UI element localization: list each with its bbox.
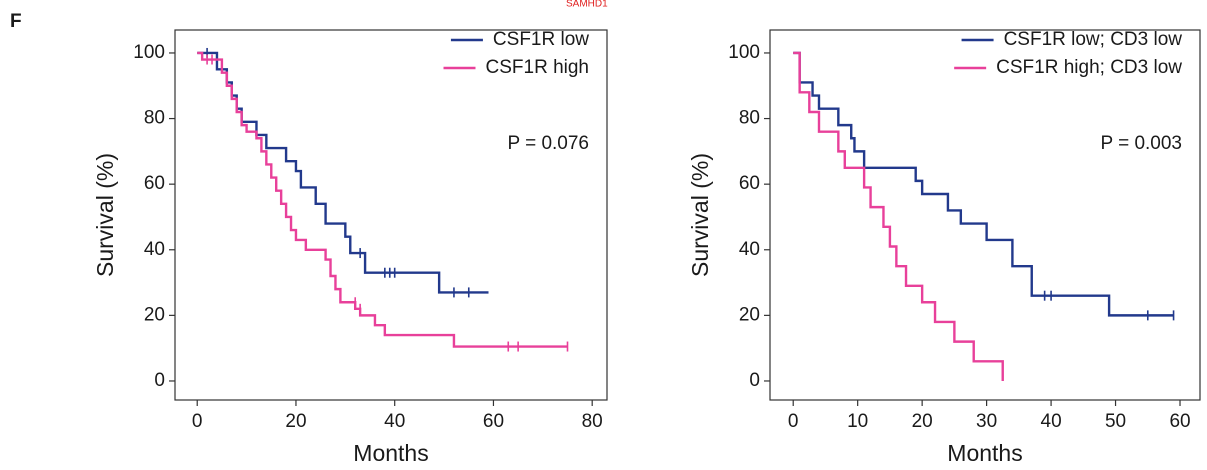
x-axis-label: Months	[947, 440, 1022, 466]
y-tick-label: 60	[144, 173, 165, 194]
y-tick-label: 20	[144, 304, 165, 325]
y-tick-label: 20	[739, 304, 760, 325]
x-tick-label: 0	[192, 411, 203, 432]
cropped-text: SAMHD1	[566, 0, 608, 10]
annotation: P = 0.003	[1100, 133, 1182, 154]
x-tick-label: 60	[483, 411, 504, 432]
annotation: P = 0.076	[507, 133, 589, 154]
x-tick-label: 80	[582, 411, 603, 432]
y-tick-label: 60	[739, 173, 760, 194]
y-tick-label: 80	[739, 108, 760, 129]
x-axis-label: Months	[353, 440, 428, 466]
x-tick-label: 20	[912, 411, 933, 432]
y-tick-label: 100	[133, 42, 165, 63]
y-tick-label: 80	[144, 108, 165, 129]
x-tick-label: 40	[384, 411, 405, 432]
y-tick-label: 40	[144, 239, 165, 260]
x-tick-label: 40	[1041, 411, 1062, 432]
y-axis-label: Survival (%)	[687, 153, 713, 277]
y-axis-label: Survival (%)	[92, 153, 118, 277]
x-tick-label: 0	[788, 411, 799, 432]
panel-label: F	[10, 11, 22, 32]
survival-curve	[197, 51, 489, 294]
legend-label: CSF1R low	[493, 29, 589, 50]
legend-label: CSF1R high; CD3 low	[996, 57, 1182, 78]
x-tick-label: 30	[976, 411, 997, 432]
legend-label: CSF1R low; CD3 low	[1004, 29, 1183, 50]
survival-curve	[793, 51, 1174, 317]
y-tick-label: 0	[154, 370, 165, 391]
survival-curve	[793, 51, 1004, 381]
legend-label: CSF1R high	[486, 57, 590, 78]
x-tick-label: 50	[1105, 411, 1126, 432]
x-tick-label: 20	[285, 411, 306, 432]
plot-frame	[769, 29, 1201, 401]
x-tick-label: 10	[847, 411, 868, 432]
survival-curve	[197, 51, 568, 348]
x-tick-label: 60	[1169, 411, 1190, 432]
y-tick-label: 40	[739, 239, 760, 260]
y-tick-label: 0	[749, 370, 760, 391]
plot-frame	[174, 29, 608, 401]
y-tick-label: 100	[728, 42, 760, 63]
